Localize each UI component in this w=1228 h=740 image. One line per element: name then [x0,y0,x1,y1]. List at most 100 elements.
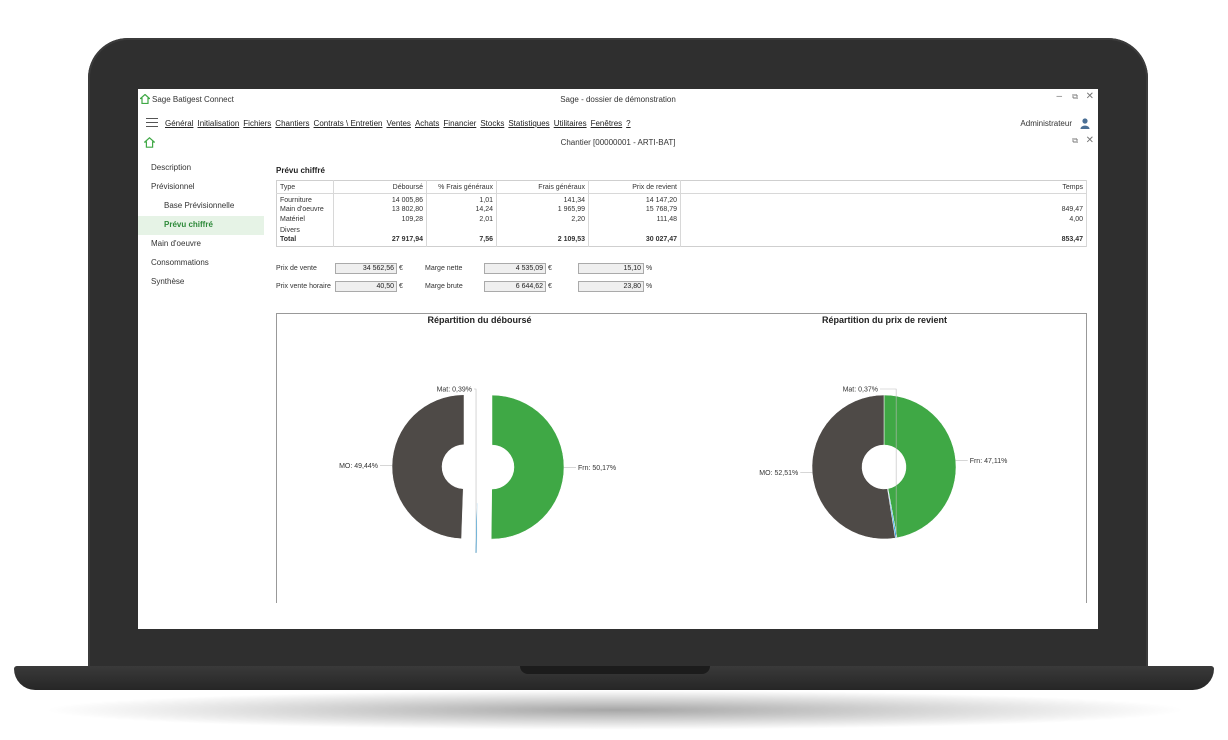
table-cell: 853,47 [680,235,1087,246]
table-cell: Matériel [276,214,334,225]
table-cell: 4,00 [680,214,1087,225]
user-icon[interactable] [1080,118,1090,129]
column-header: Temps [680,180,1087,194]
doc-restore-icon[interactable]: ⧉ [1072,136,1078,145]
table-cell: Total [276,235,334,246]
menu-item[interactable]: ? [626,119,631,128]
column-header: Déboursé [333,180,427,194]
marge-nette-pct-field[interactable]: 15,10 [578,263,644,274]
column-header: Prix de revient [588,180,681,194]
document-bar: Chantier [00000001 - ARTI-BAT] ⧉ ✕ [138,135,1098,151]
table-row[interactable]: Matériel 109,28 2,01 2,20 111,48 4,00 [276,214,1087,225]
pie-slice[interactable] [490,394,565,540]
menu-item[interactable]: Général [165,119,194,128]
sidebar-item[interactable]: Prévisionnel [151,182,195,191]
restore-icon[interactable]: ⧉ [1072,92,1078,101]
pie-slice[interactable] [883,394,957,539]
menu-item[interactable]: Fenêtres [590,119,623,128]
table-cell [426,225,497,236]
sidebar-item[interactable]: Consommations [151,258,209,267]
sidebar-item[interactable]: Prévu chiffré [138,216,264,235]
menu-item[interactable]: Fichiers [243,119,272,128]
pie-charts: Frn: 50,17% Mat: 0,39% MO: 49,44% Frn: 47,1… [339,387,1008,554]
charts-panel: Répartition du déboursé Répartition du p… [276,313,1087,603]
pie-slice-label: Frn: 47,11% [970,458,1008,465]
menu-items: Général Initialisation Fichiers Chantiers Co… [165,119,631,128]
table-cell: 13 802,80 [333,204,427,215]
minimize-icon[interactable]: – [1056,91,1062,102]
pie-slice-label: Mat: 0,37% [843,387,878,394]
table-cell: 14 147,20 [588,193,681,204]
menu-item[interactable]: Ventes [386,119,411,128]
table-cell: 1,01 [426,193,497,204]
table-cell: 2 109,53 [496,235,589,246]
doc-close-icon[interactable]: ✕ [1085,135,1094,146]
marge-brute-pct-field[interactable]: 23,80 [578,281,644,292]
table-cell: 15 768,79 [588,204,681,215]
prix-vente-field[interactable]: 34 562,56 [335,263,397,274]
table-cell: 27 917,94 [333,235,427,246]
pie-slice-label: MO: 49,44% [339,463,378,470]
table-cell: 14 005,86 [333,193,427,204]
table-total-row[interactable]: Total 27 917,94 7,56 2 109,53 30 027,47 853,4… [276,235,1087,246]
table-cell [680,225,1087,236]
sidebar-item[interactable]: Base Prévisionnelle [164,201,235,210]
laptop-notch [520,666,710,674]
pie-slice-label: MO: 52,51% [759,470,798,477]
prix-vente-horaire-field[interactable]: 40,50 [335,281,397,292]
currency-unit: € [548,265,552,272]
menu-item[interactable]: Financier [443,119,477,128]
laptop-shadow [40,690,1190,730]
menu-item[interactable]: Initialisation [197,119,240,128]
pie-slice[interactable] [811,394,896,540]
table-cell: 1 965,99 [496,204,589,215]
column-header: Type [276,180,334,194]
table-cell: 2,01 [426,214,497,225]
prix-vente-label: Prix de vente [276,265,317,272]
table-row[interactable]: Divers [276,225,1087,236]
menu-item[interactable]: Achats [414,119,440,128]
table-cell: Fourniture [276,193,334,204]
table-cell: 141,34 [496,193,589,204]
chart-title: Répartition du prix de revient [821,315,948,325]
marge-nette-field[interactable]: 4 535,09 [484,263,546,274]
table-cell [680,193,1087,204]
table-cell [496,225,589,236]
menu-item[interactable]: Stocks [480,119,505,128]
menu-item[interactable]: Contrats \ Entretien [313,119,383,128]
hamburger-menu-icon[interactable] [146,118,158,128]
table-header-row: Type Déboursé % Frais généraux Frais gén… [276,180,1087,194]
table-row[interactable]: Main d'oeuvre 13 802,80 14,24 1 965,99 15 76… [276,204,1087,215]
close-icon[interactable]: ✕ [1085,91,1094,102]
menu-item[interactable]: Utilitaires [553,119,587,128]
user-name[interactable]: Administrateur [1020,119,1072,128]
table-cell: 30 027,47 [588,235,681,246]
home-icon[interactable] [144,137,155,148]
menu-bar: Général Initialisation Fichiers Chantiers Co… [138,115,1098,133]
app-name: Sage Batigest Connect [152,95,234,104]
table-cell: 2,20 [496,214,589,225]
prix-vente-horaire-label: Prix vente horaire [276,283,331,290]
table-cell: 109,28 [333,214,427,225]
pie-slice-label: Mat: 0,39% [437,387,472,394]
table-cell: Main d'oeuvre [276,204,334,215]
pie-slice[interactable] [391,394,465,539]
table-row[interactable]: Fourniture 14 005,86 1,01 141,34 14 147,20 [276,193,1087,204]
cost-table: Type Déboursé % Frais généraux Frais gén… [276,180,1087,247]
sidebar-item[interactable]: Synthèse [151,277,185,286]
menu-item[interactable]: Statistiques [508,119,550,128]
percent-unit: % [646,265,653,272]
pie-leader-line [880,388,897,538]
marge-brute-field[interactable]: 6 644,62 [484,281,546,292]
sage-logo-icon [140,94,150,104]
document-title: Chantier [00000001 - ARTI-BAT] [560,138,676,147]
sidebar-item[interactable]: Main d'oeuvre [151,239,201,248]
currency-unit: € [399,265,403,272]
table-cell: 111,48 [588,214,681,225]
sidebar-nav: Description Prévisionnel Base Prévisionnel… [138,159,264,292]
percent-unit: % [646,283,653,290]
title-bar: Sage Batigest Connect Sage - dossier de … [138,89,1098,109]
sidebar-item[interactable]: Description [151,163,192,172]
menu-item[interactable]: Chantiers [275,119,310,128]
currency-unit: € [548,283,552,290]
